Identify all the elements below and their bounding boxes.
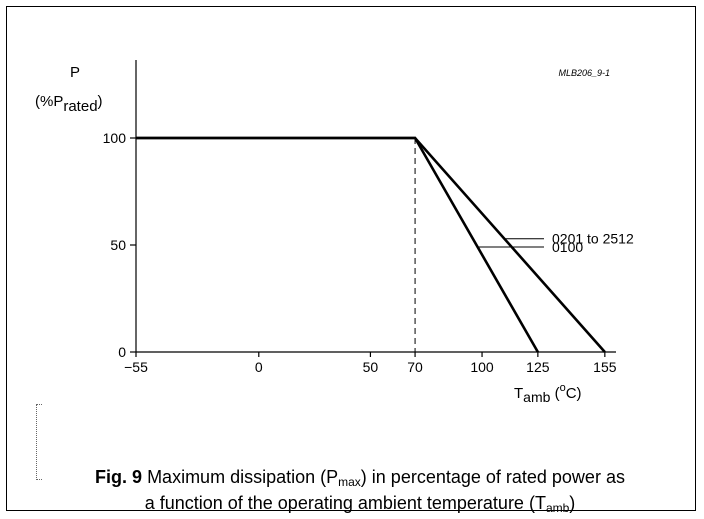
x-axis-title: Tamb (oC) [514, 382, 582, 405]
x-tick-label: 125 [526, 359, 550, 375]
figure-number: Fig. 9 [95, 467, 143, 487]
y-tick-label: 100 [103, 130, 127, 146]
series-label: 0201 to 2512 [552, 231, 634, 247]
x-tick-label: 0 [255, 359, 263, 375]
drawing-code: MLB206_9-1 [558, 68, 610, 78]
series-line [136, 136, 606, 353]
y-axis-label: P [70, 64, 80, 81]
x-tick-label: 50 [363, 359, 379, 375]
x-tick-label: 100 [470, 359, 494, 375]
y-axis-title: P (%Prated) [35, 64, 103, 115]
x-tick-label: −55 [124, 359, 148, 375]
y-tick-label: 0 [118, 344, 126, 360]
y-axis-unit: (%Prated) [35, 93, 103, 115]
x-axis-label: Tamb (oC) [514, 382, 582, 405]
series-line [136, 136, 539, 353]
y-tick-label: 50 [110, 237, 126, 253]
x-tick-label: 70 [407, 359, 423, 375]
caption-bracket [36, 404, 42, 480]
x-tick-label: 155 [593, 359, 617, 375]
figure-caption: Fig. 9 Maximum dissipation (Pmax) in per… [95, 467, 625, 515]
figure-frame [6, 6, 696, 511]
series-label: 0100 [552, 239, 583, 255]
